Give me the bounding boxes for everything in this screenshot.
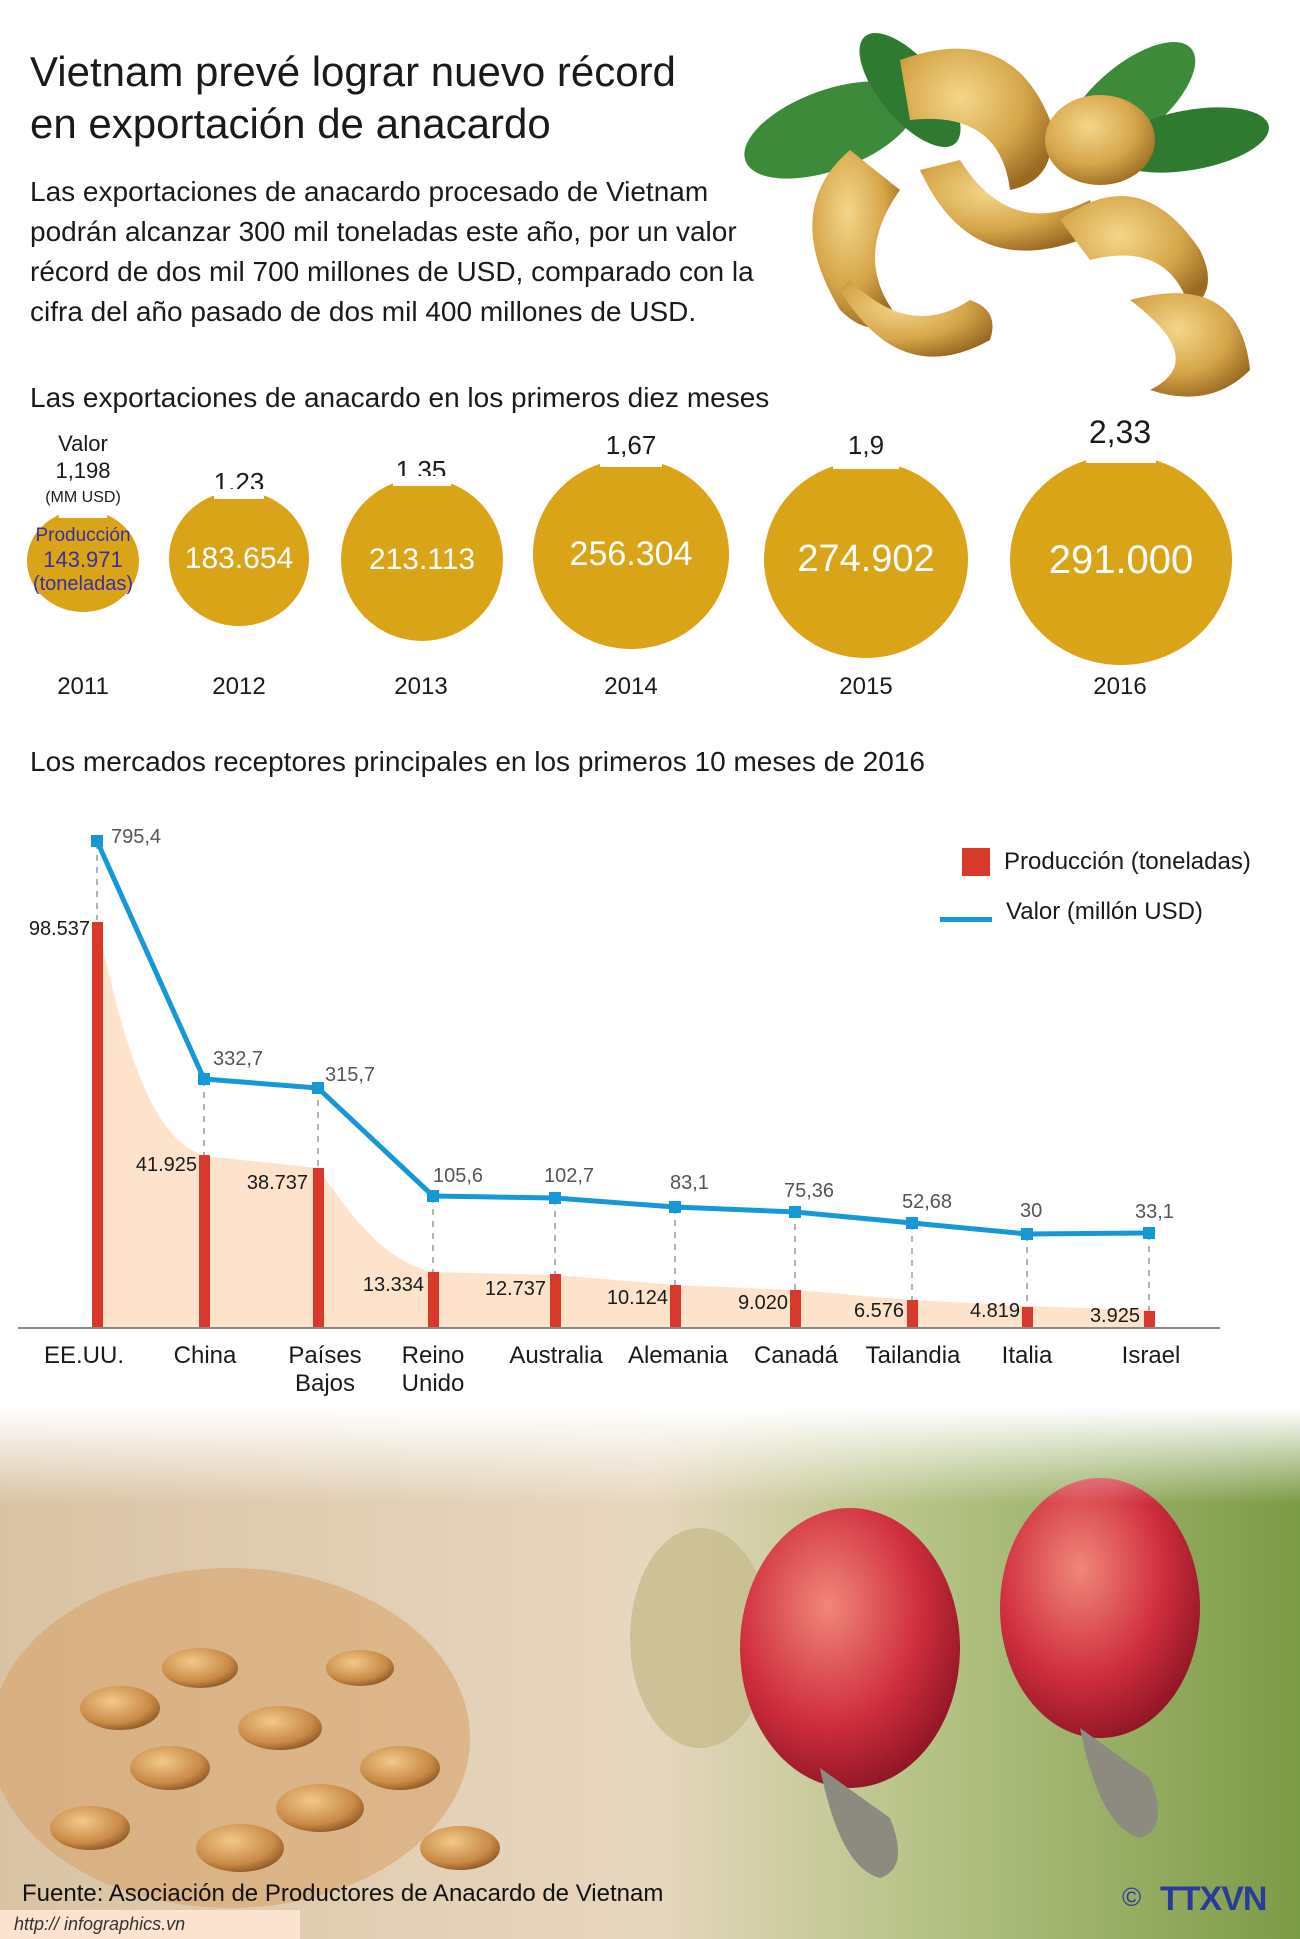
production-label: 13.334 [362,1274,424,1296]
category-label: China [173,1342,237,1369]
legend-value: Valor (millón USD) [940,898,1203,926]
lead-line: récord de dos mil 700 millones de USD, c… [30,256,754,287]
value-2016: 2,33 [1088,414,1152,450]
source-url-link[interactable]: http:// infographics.vn [0,1910,300,1939]
category-label: Canadá [753,1342,839,1369]
value-label: 102,7 [544,1165,595,1187]
production-label: 4.819 [969,1300,1020,1322]
production-label: 38.737 [246,1172,308,1194]
markets-section-title: Los mercados receptores principales en l… [30,746,925,777]
production-value-2014: 256.304 [569,534,693,573]
bubble-2013: 213.113 [341,476,503,641]
category-label: EE.UU. [43,1342,125,1369]
production-label: 12.737 [484,1278,546,1300]
year-label: 2014 [604,673,658,700]
year-label: 2011 [57,673,109,700]
legend-swatch-bar [962,848,990,876]
value-label: 33,1 [1135,1201,1174,1223]
production-value-2013: 213.113 [368,542,476,576]
category-label: Reino Unido [401,1342,465,1397]
value-unit: (MM USD) [45,489,121,506]
category-label: Alemania [627,1342,729,1369]
production-unit: (toneladas) [32,573,134,595]
bubble-notch [1086,453,1156,463]
category-label: Israel [1121,1342,1181,1369]
legend-value-label: Valor (millón USD) [1006,898,1203,925]
category-label: Tailandia [865,1342,961,1369]
production-value-2016: 291.000 [1048,537,1194,582]
bubble-notch [393,476,451,486]
category-label: Australia [509,1342,603,1369]
production-bars [92,922,1155,1327]
production-value-2015: 274.902 [797,538,935,580]
page-title: Vietnam prevé lograr nuevo récord en exp… [30,46,750,150]
value-label: 30 [1020,1200,1043,1222]
category-label: Italia [1001,1342,1053,1369]
value-header-2011: Valor 1,198 (MM USD) [45,430,121,511]
value-markers [91,835,1155,1240]
bubble-notch [833,459,899,469]
production-label: 41.925 [135,1154,197,1176]
lead-line: cifra del año pasado de dos mil 400 mill… [30,296,697,327]
bubble-2014: 256.304 [533,457,729,649]
production-label: 10.124 [606,1287,668,1309]
value-header: Valor [58,431,108,456]
production-value-2012: 183.654 [184,541,294,575]
bubble-notch [214,489,264,499]
title-line-1: Vietnam prevé lograr nuevo récord [30,48,676,95]
year-label: 2016 [1093,673,1147,700]
year-label: 2015 [839,673,893,700]
legend-production: Producción (toneladas) [962,848,1251,876]
production-label: 6.576 [853,1300,904,1322]
bubble-2011 [27,508,139,612]
production-value-2011: 143.971 [43,547,123,572]
value-line [94,839,1150,1237]
bubble-notch [59,508,107,518]
legend-production-label: Producción (toneladas) [1004,848,1251,875]
title-line-2: en exportación de anacardo [30,100,551,147]
bubble-2015: 274.902 [764,459,968,658]
cashew-photo-art [0,1408,1300,1939]
value-label: 332,7 [213,1048,264,1070]
production-label: 98.537 [28,918,90,940]
cashew-illustration [744,33,1269,397]
copyright-icon: © [1122,1882,1142,1912]
value-2014: 1,67 [605,430,657,460]
production-header: Producción [35,525,131,546]
year-label: 2012 [212,673,266,700]
bubble-2016: 291.000 [1010,453,1232,665]
cashew-photo [0,1408,1300,1939]
production-label: 9.020 [737,1292,788,1314]
bubble-2012: 183.654 [169,489,309,626]
lead-paragraph: Las exportaciones de anacardo procesado … [30,172,850,332]
lead-line: Las exportaciones de anacardo procesado … [30,176,709,207]
value-2015: 1,9 [847,430,885,460]
production-label: 3.925 [1089,1305,1140,1327]
exports-section-title: Las exportaciones de anacardo en los pri… [30,382,770,413]
production-2011: Producción 143.971 (toneladas) [33,525,133,595]
value-label: 75,36 [784,1180,835,1202]
source-text: Fuente: Asociación de Productores de Ana… [22,1880,664,1907]
lead-line: podrán alcanzar 300 mil toneladas este a… [30,216,737,247]
value-label: 315,7 [325,1064,376,1086]
markets-chart [18,835,1220,1329]
legend-swatch-line [940,916,992,922]
value-label: 52,68 [902,1191,953,1213]
year-label: 2013 [394,673,448,700]
value-label: 795,4 [111,826,162,848]
production-area [97,920,1149,1327]
value-2011: 1,198 [55,458,111,483]
value-label: 105,6 [433,1165,484,1187]
bubble-notch [600,457,662,467]
value-label: 83,1 [670,1172,709,1194]
ttxvn-logo: TTXVN [1160,1880,1267,1918]
category-label: Países Bajos [288,1342,362,1397]
